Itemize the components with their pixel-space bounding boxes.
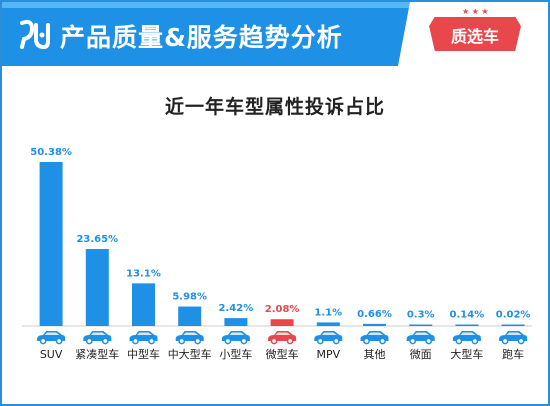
bar-value-label: 2.42% — [219, 303, 254, 314]
bar-value-label: 0.3% — [407, 310, 435, 321]
category-label: 微面 — [410, 347, 432, 361]
category-label: 紧凑型车 — [75, 347, 119, 361]
chart-title: 近一年车型属性投诉占比 — [164, 96, 385, 118]
category-label: 其他 — [364, 348, 386, 361]
category-label: SUV — [40, 348, 63, 361]
bar — [501, 324, 525, 326]
category-label: 微型车 — [266, 347, 299, 361]
bar — [132, 283, 155, 326]
car-icon — [406, 331, 435, 345]
bar-value-label: 0.02% — [496, 310, 531, 321]
bar — [224, 318, 248, 326]
header-title: 产品质量&服务趋势分析 — [60, 23, 343, 52]
car-icon — [499, 331, 528, 345]
quality-badge: ★ ★ ★ 质选车 — [398, 2, 548, 66]
car-icon — [452, 331, 481, 345]
bar — [409, 324, 433, 326]
category-label: 跑车 — [502, 347, 524, 361]
car-icon — [268, 331, 297, 345]
category-label: MPV — [316, 348, 340, 361]
car-icon — [360, 331, 389, 345]
bar — [316, 322, 340, 326]
bar-value-label: 13.1% — [126, 268, 161, 279]
header-strip — [2, 2, 548, 8]
badge-label: 质选车 — [451, 27, 499, 46]
bar — [39, 162, 63, 326]
brand-logo-icon — [20, 19, 50, 50]
bar — [363, 323, 386, 326]
car-icon — [221, 331, 250, 345]
category-label: 小型车 — [219, 347, 252, 361]
bar-value-label: 0.66% — [357, 309, 392, 320]
header-banner: 产品质量&服务趋势分析 ★ ★ ★ 质选车 — [2, 2, 548, 66]
car-icon — [175, 331, 204, 345]
bar-value-label: 50.38% — [30, 147, 72, 158]
bar-value-label: 23.65% — [76, 234, 118, 245]
bar-value-label: 5.98% — [172, 292, 207, 303]
star-icon: ★ ★ ★ — [462, 7, 489, 16]
category-label: 中型车 — [127, 347, 160, 361]
bar-value-label: 2.08% — [265, 304, 300, 315]
bar-value-label: 0.14% — [450, 310, 485, 321]
category-label: 大型车 — [450, 347, 483, 361]
bar — [178, 306, 202, 326]
bar — [270, 319, 294, 326]
car-icon — [83, 331, 112, 345]
bar — [455, 324, 479, 326]
bar — [85, 249, 109, 326]
category-label: 中大型车 — [168, 347, 212, 361]
car-icon — [314, 331, 343, 345]
bar-value-label: 1.1% — [314, 307, 342, 318]
car-icon — [129, 331, 158, 345]
car-icon — [37, 331, 66, 345]
